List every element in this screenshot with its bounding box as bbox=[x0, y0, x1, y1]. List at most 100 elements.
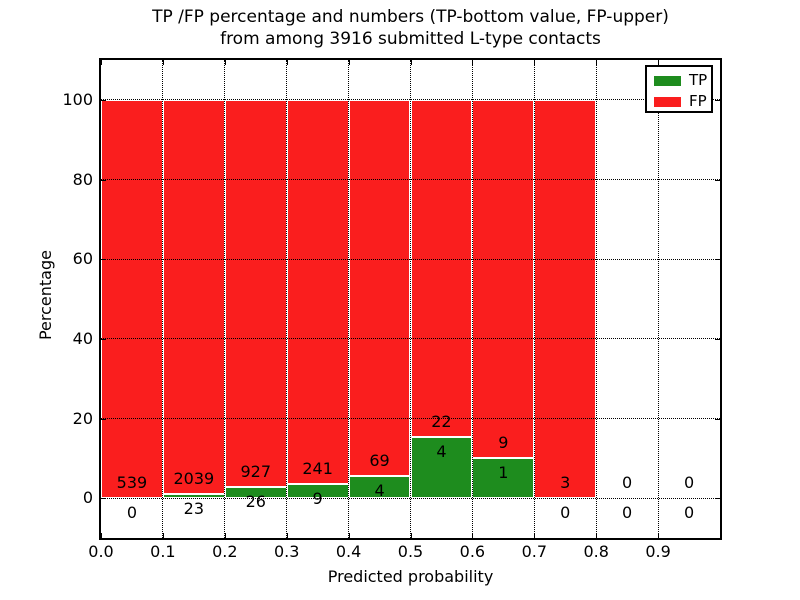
x-tick bbox=[224, 533, 226, 538]
chart-title-line2: from among 3916 submitted L-type contact… bbox=[220, 29, 601, 49]
x-tick-label: 0.5 bbox=[397, 542, 424, 561]
y-tick-label: 40 bbox=[72, 328, 93, 348]
y-tick bbox=[101, 259, 106, 261]
fp-count-label: 22 bbox=[431, 411, 452, 431]
chart-title-line1: TP /FP percentage and numbers (TP-bottom… bbox=[152, 7, 669, 27]
x-gridline bbox=[533, 60, 535, 538]
fp-count-label: 539 bbox=[116, 473, 148, 493]
x-tick-top bbox=[534, 60, 536, 65]
legend-label-fp: FP bbox=[689, 92, 707, 110]
x-tick-top bbox=[101, 60, 102, 65]
fp-bar bbox=[224, 99, 287, 488]
y-tick-right bbox=[715, 99, 720, 101]
x-tick-top bbox=[596, 60, 598, 65]
legend-item-fp: FP bbox=[654, 91, 711, 112]
y-tick-label: 60 bbox=[72, 249, 93, 269]
fp-count-label: 0 bbox=[683, 473, 695, 493]
y-tick bbox=[101, 338, 106, 340]
x-tick-label: 0.3 bbox=[273, 542, 300, 561]
x-tick bbox=[658, 533, 660, 538]
fp-count-label: 69 bbox=[369, 451, 390, 471]
y-gridline bbox=[101, 179, 720, 180]
tp-count-label: 26 bbox=[245, 492, 266, 512]
tp-count-label: 0 bbox=[126, 503, 138, 523]
x-gridline bbox=[471, 60, 473, 538]
x-tick bbox=[348, 533, 350, 538]
x-tick-label: 0.1 bbox=[150, 542, 176, 561]
x-tick-top bbox=[286, 60, 288, 65]
y-tick-right bbox=[715, 418, 720, 420]
fp-bar bbox=[472, 99, 535, 459]
x-tick-top bbox=[658, 60, 660, 65]
y-gridline bbox=[101, 99, 720, 101]
y-tick-label: 80 bbox=[72, 169, 93, 189]
fp-bar bbox=[162, 99, 225, 494]
x-tick bbox=[410, 533, 412, 538]
y-gridline bbox=[101, 418, 720, 419]
fp-count-label: 241 bbox=[302, 458, 333, 478]
chart-title: TP /FP percentage and numbers (TP-bottom… bbox=[101, 6, 720, 50]
x-gridline bbox=[595, 60, 597, 538]
y-tick-right bbox=[715, 498, 720, 500]
y-tick-right bbox=[715, 179, 720, 181]
x-gridline bbox=[162, 60, 164, 538]
tp-count-label: 1 bbox=[498, 463, 509, 483]
fp-bar bbox=[348, 99, 411, 477]
y-gridline bbox=[101, 258, 720, 260]
fp-bar bbox=[286, 99, 349, 484]
tp-count-label: 0 bbox=[622, 503, 633, 523]
x-tick-top bbox=[224, 60, 226, 65]
x-tick-label: 0.2 bbox=[212, 542, 238, 561]
tp-count-label: 23 bbox=[183, 498, 205, 518]
x-gridline bbox=[348, 60, 350, 538]
fp-bar bbox=[534, 99, 597, 499]
tp-color-swatch bbox=[654, 75, 681, 86]
x-gridline bbox=[410, 60, 411, 538]
y-tick-right bbox=[715, 259, 720, 261]
fp-count-label: 927 bbox=[240, 462, 272, 482]
fp-count-label: 9 bbox=[498, 433, 509, 453]
x-tick-top bbox=[472, 60, 474, 65]
fp-bar bbox=[410, 99, 473, 437]
x-tick-top bbox=[348, 60, 350, 65]
y-tick-right bbox=[715, 338, 720, 340]
y-tick-label: 20 bbox=[72, 408, 93, 428]
x-tick-label: 0.8 bbox=[583, 542, 609, 561]
y-tick bbox=[101, 498, 106, 500]
legend-label-tp: TP bbox=[689, 71, 708, 89]
fp-count-label: 0 bbox=[622, 473, 633, 493]
tp-count-label: 4 bbox=[374, 481, 385, 501]
tp-count-label: 0 bbox=[683, 503, 695, 523]
y-tick bbox=[101, 418, 106, 420]
x-gridline bbox=[224, 60, 226, 538]
x-tick bbox=[534, 533, 536, 538]
x-tick-label: 0.6 bbox=[459, 542, 486, 561]
y-gridline bbox=[101, 338, 720, 340]
x-gridline bbox=[286, 60, 288, 538]
y-tick-label: 0 bbox=[82, 488, 93, 508]
fp-count-label: 2039 bbox=[173, 468, 215, 488]
x-tick-top bbox=[162, 60, 164, 65]
plot-area: TP FP 539 0 2039 23 927 26 241 9 69 4 22 4 9 1 3 0 0 0 0 0 bbox=[99, 58, 722, 540]
tp-count-label: 9 bbox=[312, 488, 323, 508]
y-tick-label: 100 bbox=[62, 89, 93, 109]
y-axis-label: Percentage bbox=[36, 250, 55, 341]
x-tick bbox=[162, 533, 164, 538]
tp-count-label: 4 bbox=[436, 441, 447, 461]
fp-color-swatch bbox=[654, 96, 681, 107]
y-tick bbox=[101, 179, 106, 181]
x-axis-label: Predicted probability bbox=[327, 567, 494, 586]
x-tick bbox=[472, 533, 474, 538]
legend-item-tp: TP bbox=[654, 70, 711, 91]
x-tick bbox=[101, 533, 102, 538]
x-tick-label: 0.0 bbox=[88, 542, 114, 561]
tp-count-label: 0 bbox=[560, 503, 571, 523]
y-gridline bbox=[101, 497, 720, 499]
fp-count-label: 3 bbox=[560, 473, 571, 493]
x-tick-label: 0.9 bbox=[645, 542, 671, 561]
fp-bar bbox=[101, 99, 163, 499]
x-tick bbox=[596, 533, 598, 538]
y-tick bbox=[101, 99, 106, 101]
x-tick bbox=[286, 533, 288, 538]
